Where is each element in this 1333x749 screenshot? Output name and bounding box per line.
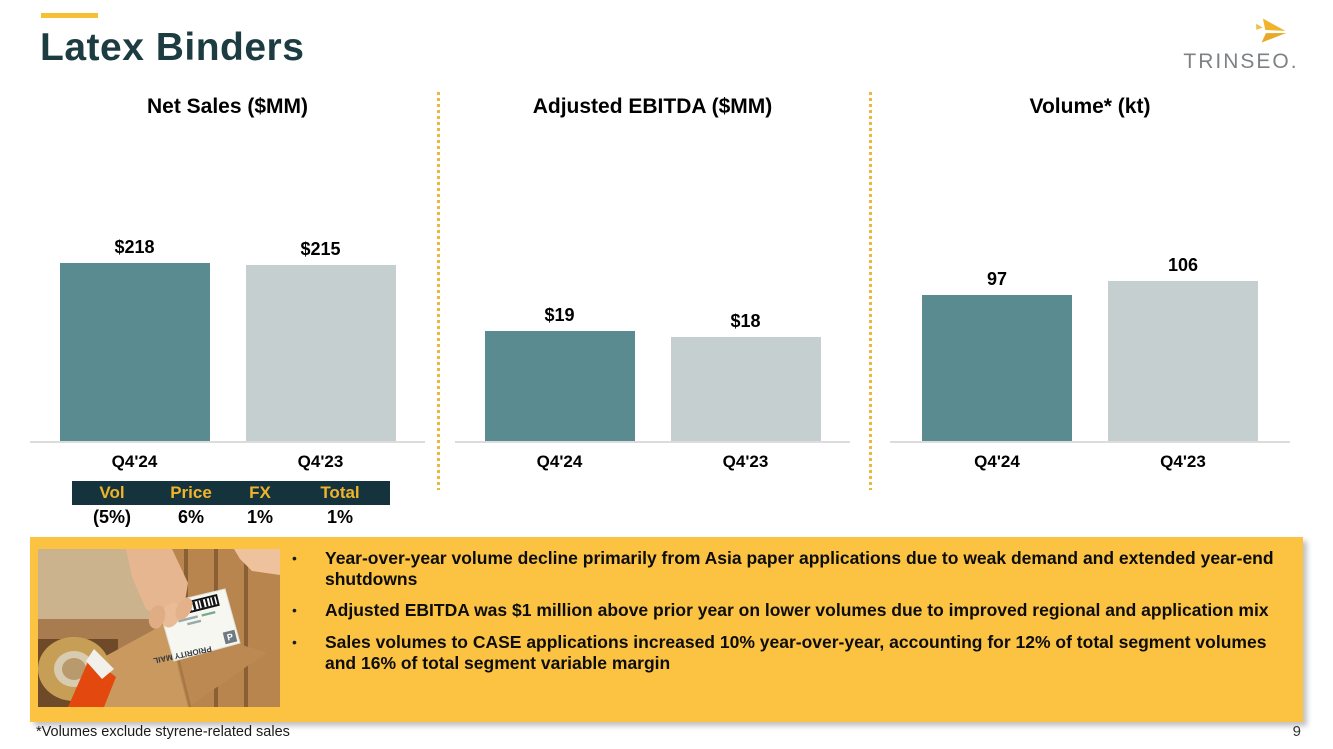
bar-value-label: 106 bbox=[1167, 255, 1199, 275]
svg-text:P: P bbox=[226, 631, 234, 642]
bar bbox=[670, 337, 821, 441]
bullet-text: Year-over-year volume decline primarily … bbox=[325, 548, 1274, 589]
bar bbox=[484, 331, 635, 441]
bullet-text: Sales volumes to CASE applications incre… bbox=[325, 631, 1267, 673]
bar-value-label: 97 bbox=[986, 269, 1008, 289]
category-label: Q4'23 bbox=[1160, 452, 1206, 471]
chart-volume: Volume* (kt) 97 106 Q4'24 Q4'23 bbox=[890, 95, 1290, 472]
trinseo-logo: TRINSEO. bbox=[1171, 18, 1311, 74]
chart-adjusted-ebitda: Adjusted EBITDA ($MM) $19 $18 Q4'24 Q4'23 bbox=[455, 95, 850, 472]
chart-title: Net Sales ($MM) bbox=[146, 95, 309, 118]
bar-value-label: $18 bbox=[730, 311, 761, 331]
callout-bullet-list: • Year-over-year volume decline primarily… bbox=[292, 548, 1279, 684]
bridge-table-value-cell: 1% bbox=[246, 507, 273, 527]
bar-column: $18 bbox=[670, 311, 821, 441]
bar-column: 106 bbox=[1108, 255, 1258, 441]
bullet-marker: • bbox=[292, 602, 297, 619]
bridge-table-header-cell: Price bbox=[170, 483, 212, 502]
bullet-text: Adjusted EBITDA was $1 million above pri… bbox=[325, 600, 1269, 621]
bridge-table-header-cell: Vol bbox=[99, 483, 125, 502]
bridge-table-value-cell: (5%) bbox=[92, 507, 131, 527]
category-axis: Q4'24 Q4'23 bbox=[455, 452, 850, 472]
package-photo-illustration: PRIORITY MAIL P bbox=[38, 549, 280, 707]
bridge-table-value-cell: 6% bbox=[177, 507, 204, 527]
title-accent-bar bbox=[41, 13, 98, 18]
bar-value-label: $215 bbox=[300, 239, 341, 259]
category-label: Q4'24 bbox=[111, 452, 158, 471]
package-photo: PRIORITY MAIL P bbox=[38, 549, 280, 707]
bridge-table-header-row: Vol Price FX Total bbox=[72, 481, 390, 505]
bar-column: 97 bbox=[922, 269, 1072, 441]
bridge-table-value-row: (5%) 6% 1% 1% bbox=[72, 507, 390, 528]
chart-net-sales: Net Sales ($MM) $218 $215 Q4'24 Q4'23 bbox=[30, 95, 425, 472]
callout-bullet: • Year-over-year volume decline primarily… bbox=[292, 548, 1279, 589]
dotted-divider bbox=[437, 92, 440, 490]
page-number: 9 bbox=[1292, 723, 1301, 740]
category-label: Q4'23 bbox=[722, 452, 769, 471]
bar bbox=[245, 265, 396, 441]
bar bbox=[59, 263, 210, 441]
callout-box: PRIORITY MAIL P • Year-over-year volum bbox=[30, 537, 1303, 722]
bar bbox=[1108, 281, 1258, 441]
bullet-marker: • bbox=[292, 633, 297, 650]
bar-value-label: $19 bbox=[544, 305, 575, 325]
category-axis: Q4'24 Q4'23 bbox=[30, 452, 425, 472]
bar-column: $218 bbox=[59, 237, 210, 441]
category-axis: Q4'24 Q4'23 bbox=[890, 452, 1290, 472]
footnote: *Volumes exclude styrene-related sales bbox=[36, 724, 290, 740]
category-label: Q4'24 bbox=[974, 452, 1020, 471]
trinseo-wordmark: TRINSEO. bbox=[1183, 50, 1299, 73]
plot-area: $218 $215 bbox=[30, 237, 425, 443]
bridge-table-header-cell: FX bbox=[249, 483, 271, 502]
bar-column: $19 bbox=[484, 305, 635, 441]
chart-title: Volume* (kt) bbox=[1029, 95, 1151, 118]
page-title: Latex Binders bbox=[40, 26, 305, 69]
category-label: Q4'23 bbox=[297, 452, 344, 471]
bar bbox=[922, 295, 1072, 441]
callout-bullet: • Sales volumes to CASE applications incr… bbox=[292, 632, 1279, 673]
bullet-marker: • bbox=[292, 550, 297, 566]
plot-area: 97 106 bbox=[890, 245, 1290, 443]
bar-value-label: $218 bbox=[114, 237, 155, 257]
callout-bullet: • Adjusted EBITDA was $1 million above pr… bbox=[292, 600, 1279, 621]
trinseo-arrow-icon bbox=[1256, 18, 1287, 43]
chart-title: Adjusted EBITDA ($MM) bbox=[532, 95, 773, 118]
bridge-table: Vol Price FX Total (5%) 6% 1% 1% bbox=[72, 481, 390, 528]
bar-column: $215 bbox=[245, 239, 396, 441]
bridge-table-value-cell: 1% bbox=[326, 507, 353, 527]
plot-area: $19 $18 bbox=[455, 245, 850, 443]
bridge-table-header-cell: Total bbox=[320, 483, 360, 502]
category-label: Q4'24 bbox=[536, 452, 583, 471]
dotted-divider bbox=[869, 92, 872, 490]
